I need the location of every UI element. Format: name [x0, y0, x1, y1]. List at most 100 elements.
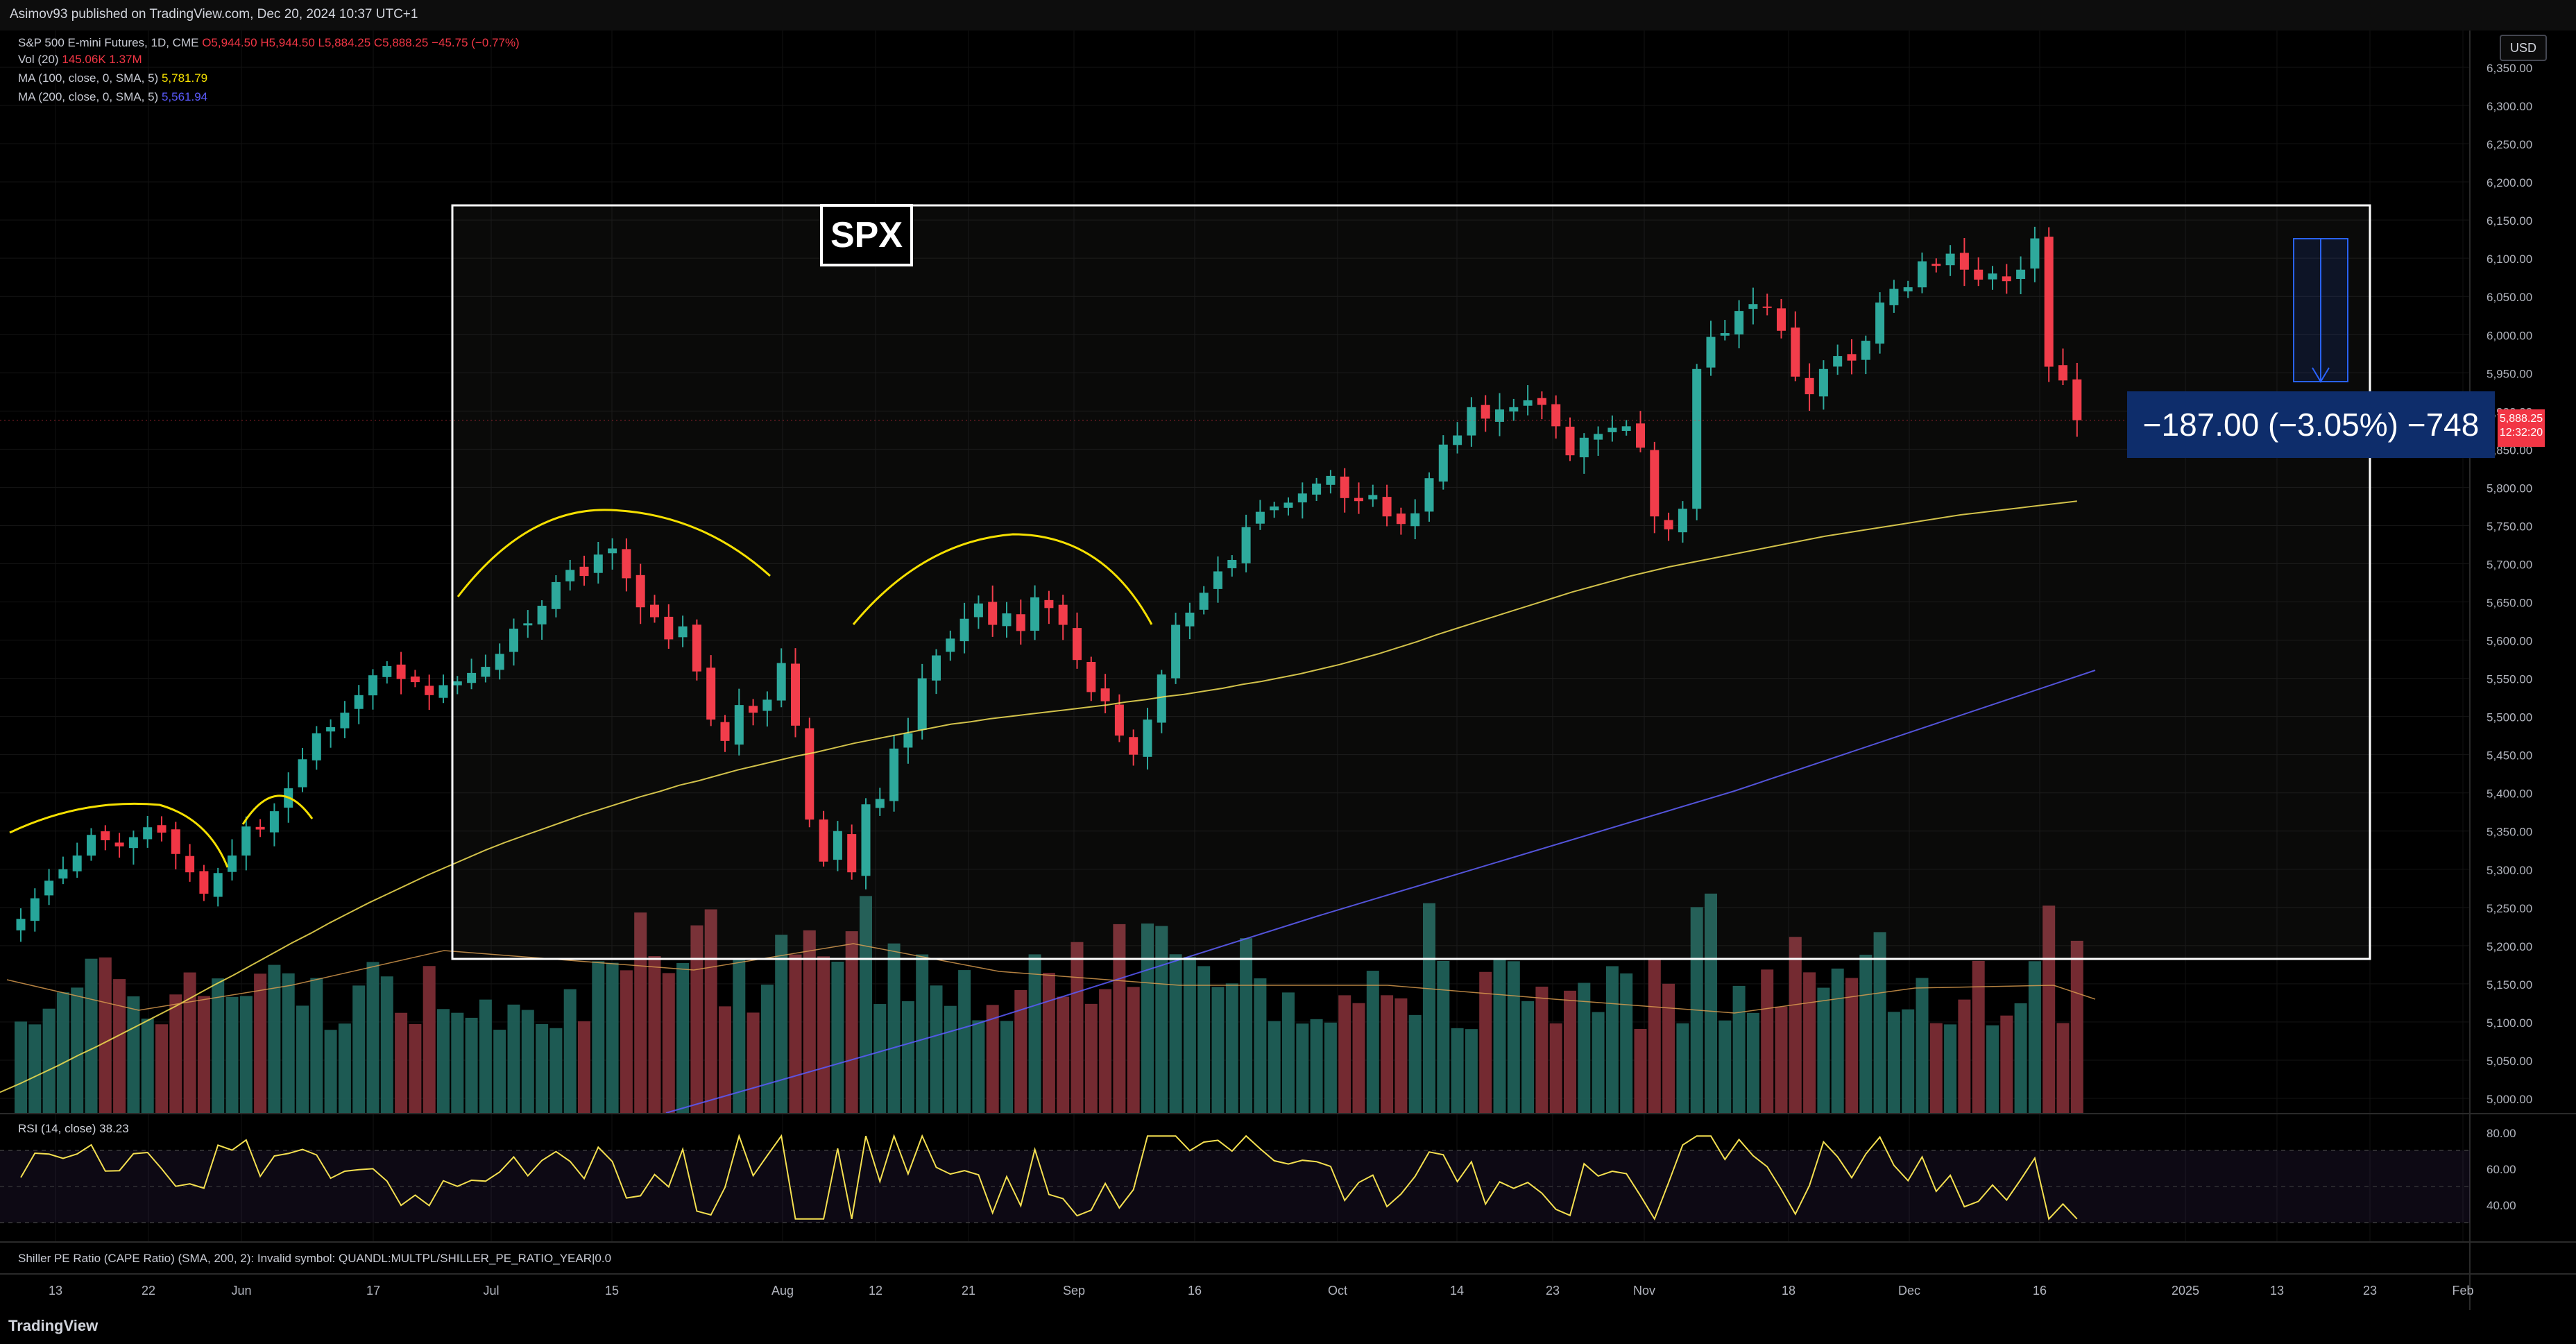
volume-bar	[1451, 1028, 1464, 1114]
y-tick-label: 5,950.00	[2487, 367, 2532, 380]
volume-bar	[606, 962, 619, 1114]
rsi-pane: 80.00 60.00 40.00	[0, 1127, 2516, 1223]
volume-bar	[1775, 1006, 1788, 1114]
rsi-tick-label: 80.00	[2487, 1127, 2516, 1140]
legend-ma200-label: MA (200, close, 0, SMA, 5)	[18, 90, 159, 103]
candle-body	[1847, 354, 1857, 361]
volume-bar	[127, 996, 140, 1114]
x-tick-label: 21	[962, 1284, 975, 1298]
candle-body	[495, 654, 504, 670]
x-tick-label: 23	[1546, 1284, 1560, 1298]
candle-body	[1129, 737, 1138, 755]
volume-bar	[239, 996, 253, 1114]
volume-bar	[1071, 942, 1084, 1114]
currency-button[interactable]: USD	[2500, 35, 2547, 61]
x-tick-label: 16	[1188, 1284, 1202, 1298]
y-tick-label: 5,350.00	[2487, 826, 2532, 839]
candle-body	[1945, 253, 1955, 266]
x-tick-label: 14	[1450, 1284, 1464, 1298]
volume-bar	[1225, 983, 1238, 1114]
candle-body	[1058, 604, 1068, 625]
volume-bar	[1662, 983, 1675, 1114]
chart-canvas[interactable]: 5,000.00 5,050.00 5,100.00 5,150.00 5,200.00…	[0, 31, 2576, 1310]
legend-ma100: MA (100, close, 0, SMA, 5) 5,781.79	[18, 71, 207, 85]
candle-body	[946, 638, 955, 652]
tradingview-logo[interactable]: TradingView	[8, 1317, 99, 1334]
legend-low: L5,884.25	[318, 36, 371, 49]
candle-body	[903, 733, 913, 748]
candle-body	[438, 685, 448, 698]
candle-body	[1255, 511, 1265, 524]
candle-body	[2058, 365, 2067, 381]
candle-body	[2016, 269, 2026, 280]
candle-body	[396, 664, 406, 679]
volume-bar	[1014, 989, 1027, 1114]
candle-body	[1073, 628, 1082, 661]
candle-body	[1213, 571, 1222, 589]
ma100-line	[0, 500, 2077, 1094]
candle-body	[847, 834, 857, 873]
volume-bar	[1240, 938, 1253, 1114]
y-tick-label: 5,150.00	[2487, 978, 2532, 992]
legend-rsi-label: RSI (14, close)	[18, 1122, 96, 1135]
hand-drawn-arc	[457, 509, 771, 597]
volume-bar	[662, 973, 675, 1114]
candle-body	[425, 686, 434, 695]
volume-bar	[56, 992, 69, 1114]
volume-bar	[197, 996, 210, 1114]
axes: 5,000.00 5,050.00 5,100.00 5,150.00 5,200.00…	[0, 31, 2576, 1310]
volume-bar	[592, 961, 605, 1114]
volume-bar	[1564, 990, 1576, 1114]
volume-bar	[972, 1020, 985, 1114]
volume-bar	[747, 1012, 760, 1114]
volume-bar	[254, 973, 267, 1114]
candle-body	[199, 871, 209, 894]
volume-bar	[2056, 1023, 2070, 1114]
y-tick-label: 5,450.00	[2487, 749, 2532, 763]
volume-bar	[733, 958, 746, 1114]
candle-body	[1368, 495, 1378, 500]
volume-bar	[634, 912, 647, 1114]
candle-body	[1453, 435, 1462, 445]
candle-body	[354, 695, 364, 709]
candle-body	[1579, 437, 1589, 458]
bottom-bar: TradingView	[0, 1310, 2576, 1344]
candle-body	[1791, 328, 1800, 377]
volume-bar	[1789, 937, 1802, 1114]
candle-body	[762, 699, 772, 711]
candle-body	[30, 898, 40, 921]
candle-body	[1495, 409, 1504, 422]
volume-bar	[648, 955, 661, 1114]
candle-body	[678, 626, 688, 638]
volume-bar	[1605, 966, 1619, 1114]
volume-bar	[2042, 905, 2056, 1114]
volume-bar	[958, 970, 971, 1114]
volume-bar	[845, 931, 858, 1114]
volume-bar	[536, 1023, 549, 1114]
x-tick-label: 13	[49, 1284, 62, 1298]
candle-body	[1283, 502, 1293, 508]
volume-bar	[620, 970, 633, 1114]
candle-body	[805, 728, 814, 820]
volume-bar	[521, 1010, 534, 1114]
candle-body	[2072, 379, 2082, 420]
volume-bar	[563, 989, 577, 1114]
candle-body	[1016, 614, 1025, 631]
volume-bar	[1845, 978, 1858, 1114]
candle-body	[622, 549, 631, 579]
volume-bar	[1958, 999, 1971, 1114]
candle-body	[988, 602, 998, 625]
volume-bar	[2000, 1015, 2013, 1114]
y-tick-label: 5,700.00	[2487, 558, 2532, 571]
candle-body	[44, 881, 54, 896]
candle-body	[523, 623, 533, 626]
candle-body	[650, 604, 659, 618]
volume-bar	[873, 1004, 887, 1114]
candle-body	[1157, 674, 1166, 723]
volume-bar	[1746, 1012, 1759, 1114]
candle-body	[1185, 612, 1195, 627]
volume-bar	[1268, 1021, 1281, 1114]
candle-body	[1100, 688, 1110, 701]
volume-bar	[1859, 954, 1873, 1114]
x-tick-label: 18	[1782, 1284, 1795, 1298]
